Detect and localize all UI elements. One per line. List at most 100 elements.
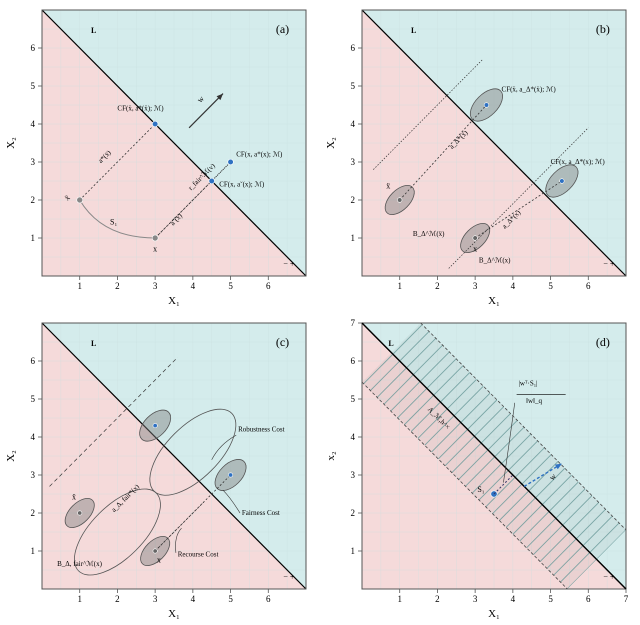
annotation: B_Δ, fair^ℳ(x) [57,560,102,568]
annotation: Robustness Cost [238,425,285,433]
corner-label: − + [283,572,295,581]
xtick-label: 4 [191,281,196,291]
ytick-label: 1 [31,233,36,243]
xlabel: X₁ [488,295,500,307]
point [209,178,215,184]
point [77,197,83,203]
ylabel: X₂ [5,137,17,149]
ytick-label: 2 [351,195,356,205]
dist-den: ‖w‖_q [526,396,542,404]
panel-letter: (c) [276,334,289,348]
xtick-label: 6 [586,281,591,291]
s1-label: S₁ [477,485,484,494]
xtick-label: 6 [266,594,271,604]
corner-label: − + [603,572,615,581]
xlabel: X₁ [488,608,500,620]
ytick-label: 6 [351,43,356,53]
ytick-label: 4 [31,119,36,129]
xtick-label: 2 [435,281,440,291]
annotation: ẍ [386,182,390,191]
point [484,103,489,108]
ytick-label: 4 [351,432,356,442]
xtick-label: 2 [115,281,120,291]
annotation: ẍ [72,492,76,501]
xtick-label: 4 [511,594,516,604]
annotation: CF(x, a_Δ*(x); ℳ) [551,158,606,166]
xtick-label: 1 [77,281,82,291]
ytick-label: 3 [351,470,356,480]
boundary-label: L [91,338,96,347]
cf-label: CF(x, a*(x); ℳ) [236,150,283,158]
ytick-label: 1 [31,546,36,556]
ytick-label: 2 [351,508,356,518]
xtick-label: 1 [77,594,82,604]
ytick-label: 3 [31,470,36,480]
ytick-label: 7 [351,318,356,328]
xtick-label: 5 [228,594,233,604]
xtick-label: 5 [548,281,553,291]
cf-label: CF(ẍ, a*(ẍ); ℳ) [117,105,164,113]
ytick-label: 6 [31,43,36,53]
xtick-label: 1 [397,594,402,604]
panel-letter: (a) [276,22,289,36]
ylabel: X₂ [325,137,337,149]
point [78,510,82,514]
xlabel: X₁ [168,295,180,307]
panel-a: 112233445566X₁X₂L− +(a)S₁r_fair^ℳ(v)a*(ẍ… [0,0,320,313]
annotation: B_Δ^ℳ(ẍ) [413,230,445,238]
panel-d: 11223344556677X₁x₂L− +(d)S₁wA_ℳ,h^×|wᵀ·S… [320,313,640,625]
point [228,472,232,476]
ylabel: x₂ [325,451,337,461]
xtick-label: 3 [153,594,158,604]
ytick-label: 1 [351,233,356,243]
panel-b: 112233445566X₁X₂L− +(b)a_Δ*(ẍ)a_Δ*(x)xẍB… [320,0,640,313]
corner-label: − + [603,260,615,269]
ytick-label: 5 [351,394,356,404]
xtick-label: 4 [511,281,516,291]
cf-label: CF(x, a˘(x); ℳ) [219,181,265,189]
x-label: x [153,244,157,253]
boundary-label: L [388,338,393,347]
s1-label: S₁ [110,218,117,227]
ytick-label: 5 [351,81,356,91]
point [228,159,234,165]
xtick-label: 1 [397,281,402,291]
point [560,179,565,184]
corner-label: − + [283,260,295,269]
panel-letter: (b) [596,22,610,36]
xlabel: X₁ [168,608,180,620]
ylabel: X₂ [5,449,17,461]
boundary-label: L [91,26,96,35]
ytick-label: 6 [351,356,356,366]
annotation: Fairness Cost [242,508,280,516]
point [153,548,157,552]
figure-grid: 112233445566X₁X₂L− +(a)S₁r_fair^ℳ(v)a*(ẍ… [0,0,640,625]
dist-num: |wᵀ·S₁| [519,379,538,387]
ytick-label: 4 [351,119,356,129]
xtick-label: 7 [624,594,629,604]
xtick-label: 5 [228,281,233,291]
xtick-label: 3 [473,594,478,604]
panel-letter: (d) [596,334,610,348]
xtick-label: 4 [191,594,196,604]
ytick-label: 2 [31,508,36,518]
point [153,423,157,427]
ytick-label: 3 [31,157,36,167]
panel-c: 112233445566X₁X₂L− +(c)xẍa_Δ, fair*(x)B_… [0,313,320,625]
ytick-label: 3 [351,157,356,167]
point [152,121,158,127]
xtick-label: 3 [473,281,478,291]
xtick-label: 5 [548,594,553,604]
xtick-label: 3 [153,281,158,291]
ytick-label: 6 [31,356,36,366]
annotation: Recourse Cost [178,550,219,558]
point [152,235,158,241]
boundary-label: L [411,26,416,35]
ytick-label: 2 [31,195,36,205]
annotation: CF(ẍ, a_Δ*(ẍ); ℳ) [502,86,557,94]
xtick-label: 6 [266,281,271,291]
annotation: B_Δ^ℳ(x) [479,257,511,265]
point [473,236,478,241]
xtick-label: 2 [435,594,440,604]
xtick-label: 2 [115,594,120,604]
